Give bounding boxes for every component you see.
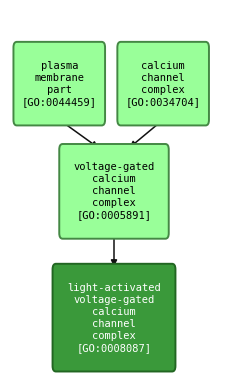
Text: calcium
channel
complex
[GO:0034704]: calcium channel complex [GO:0034704] (125, 61, 200, 106)
FancyBboxPatch shape (13, 42, 105, 125)
Text: light-activated
voltage-gated
calcium
channel
complex
[GO:0008087]: light-activated voltage-gated calcium ch… (67, 283, 160, 352)
FancyBboxPatch shape (52, 264, 175, 371)
Text: voltage-gated
calcium
channel
complex
[GO:0005891]: voltage-gated calcium channel complex [G… (73, 162, 154, 220)
Text: plasma
membrane
part
[GO:0044459]: plasma membrane part [GO:0044459] (22, 61, 96, 106)
FancyBboxPatch shape (59, 144, 168, 239)
FancyBboxPatch shape (117, 42, 208, 125)
